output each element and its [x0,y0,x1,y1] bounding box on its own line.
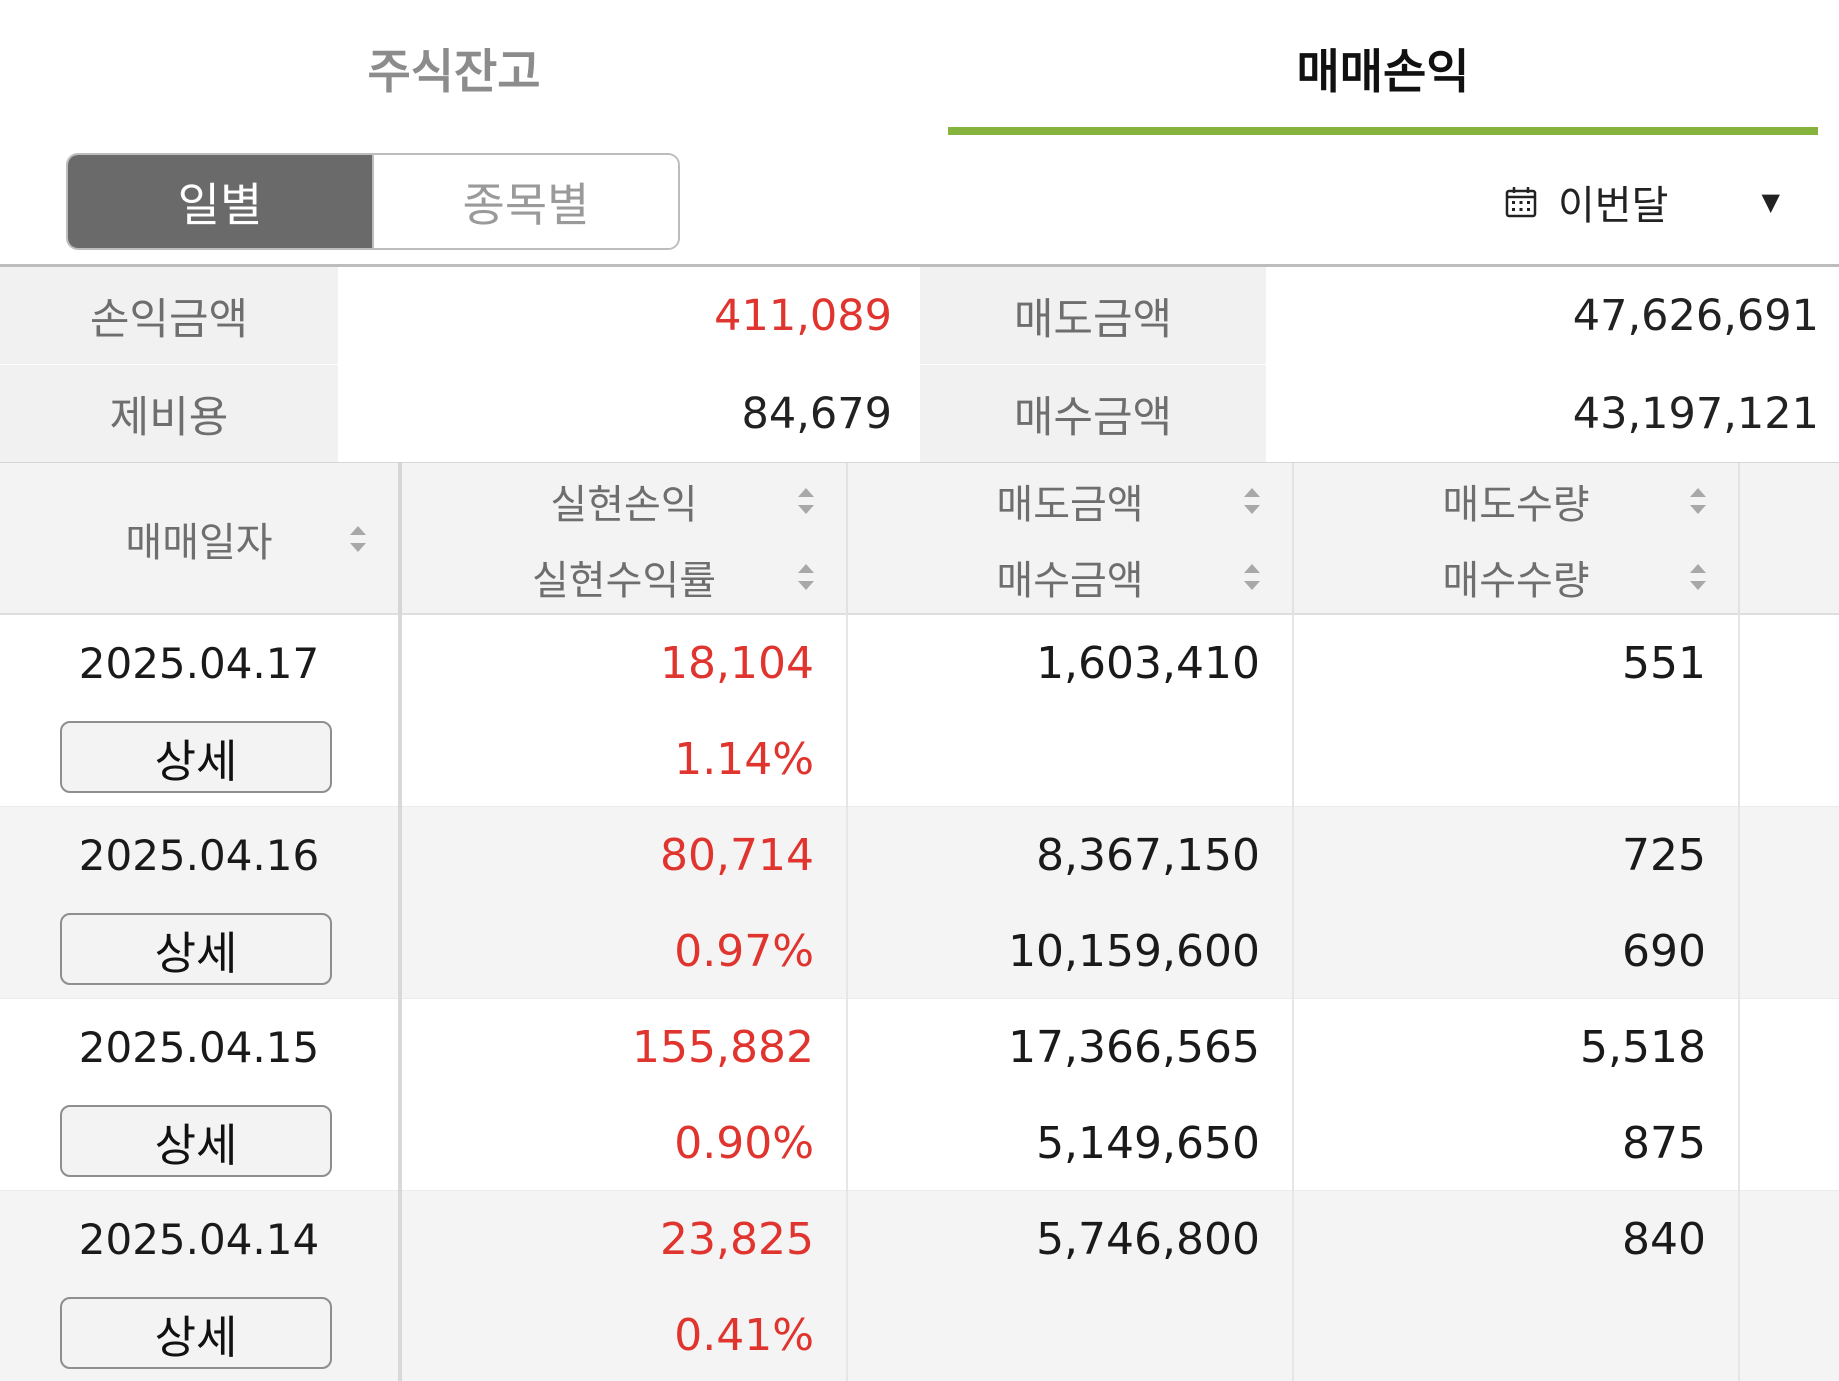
detail-button[interactable]: 상세 [60,721,332,793]
row-realized-pl: 155,882 [632,1021,814,1073]
toggle-by-stock-button[interactable]: 종목별 [372,155,678,248]
sort-icon[interactable] [1244,564,1260,590]
detail-button[interactable]: 상세 [60,1105,332,1177]
row-sell-qty: 725 [1622,829,1706,881]
tab-stock-balance[interactable]: 주식잔고 [367,45,541,100]
row-sell-amount: 17,366,565 [1008,1021,1260,1073]
sort-icon[interactable] [350,526,366,552]
detail-button[interactable]: 상세 [60,1297,332,1369]
detail-button[interactable]: 상세 [60,913,332,985]
row-realized-rate: 1.14% [674,733,814,785]
header-buy-qty[interactable]: 매수수량 [1294,539,1738,615]
row-sell-amount: 5,746,800 [1036,1213,1260,1265]
header-date[interactable]: 매매일자 [0,463,402,615]
row-realized-rate: 0.41% [674,1309,814,1361]
row-buy-amount: 5,149,650 [1036,1117,1260,1169]
row-buy-qty: 690 [1622,925,1706,977]
sort-icon[interactable] [1690,564,1706,590]
sort-icon[interactable] [1690,488,1706,514]
header-realized: 실현손익 실현수익률 [402,463,848,615]
row-buy-amount [848,711,1292,807]
row-date: 2025.04.14 [78,1214,320,1264]
sell-amount-value: 47,626,691 [1266,267,1839,364]
daily-pl-table: 매매일자 실현손익 실현수익률 매도금액 매수금액 매도수량 매수수량 2025… [0,463,1839,1381]
period-label: 이번달 [1558,183,1669,229]
chevron-down-icon: ▼ [1761,188,1780,216]
row-realized-pl: 23,825 [660,1213,814,1265]
profit-label: 손익금액 [0,267,338,364]
header-sell-amount[interactable]: 매도금액 [848,463,1292,539]
row-date: 2025.04.15 [78,1022,320,1072]
row-sell-qty: 5,518 [1580,1021,1706,1073]
sort-icon[interactable] [798,564,814,590]
table-row: 2025.04.15 상세 155,882 0.90% 17,366,565 5… [0,999,1839,1191]
header-overflow [1740,463,1839,615]
row-sell-amount: 8,367,150 [1036,829,1260,881]
row-realized-rate: 0.97% [674,925,814,977]
buy-amount-label: 매수금액 [920,365,1266,462]
row-sell-qty: 840 [1622,1213,1706,1265]
row-realized-rate: 0.90% [674,1117,814,1169]
table-row: 2025.04.14 상세 23,825 0.41% 5,746,800 840 [0,1191,1839,1381]
row-buy-qty: 875 [1622,1117,1706,1169]
row-realized-pl: 18,104 [660,637,814,689]
profit-value: 411,089 [338,267,920,364]
row-overflow-cell [1740,1191,1839,1381]
row-overflow-cell [1740,615,1839,807]
buy-amount-value: 43,197,121 [1266,365,1839,462]
calendar-icon [1505,187,1537,218]
view-toggle: 일별 종목별 [66,153,680,250]
header-date-label: 매매일자 [125,520,273,566]
header-realized-rate[interactable]: 실현수익률 [402,539,846,615]
header-buy-amount[interactable]: 매수금액 [848,539,1292,615]
active-tab-indicator [948,127,1818,135]
row-sell-amount: 1,603,410 [1036,637,1260,689]
row-buy-amount: 10,159,600 [1008,925,1260,977]
tab-trading-pl[interactable]: 매매손익 [1296,45,1470,100]
row-buy-qty [1294,1287,1738,1381]
fees-value: 84,679 [338,365,920,462]
header-amounts: 매도금액 매수금액 [848,463,1294,615]
sort-icon[interactable] [798,488,814,514]
table-header: 매매일자 실현손익 실현수익률 매도금액 매수금액 매도수량 매수수량 [0,463,1839,615]
table-row: 2025.04.17 상세 18,104 1.14% 1,603,410 551 [0,615,1839,807]
toggle-daily-button[interactable]: 일별 [68,155,372,248]
period-selector[interactable]: 이번달 ▼ [1500,162,1800,242]
row-overflow-cell [1740,999,1839,1191]
table-row: 2025.04.16 상세 80,714 0.97% 8,367,150 10,… [0,807,1839,999]
row-date: 2025.04.17 [78,638,320,688]
row-date: 2025.04.16 [78,830,320,880]
row-realized-pl: 80,714 [660,829,814,881]
sell-amount-label: 매도금액 [920,267,1266,364]
row-sell-qty: 551 [1622,637,1706,689]
row-buy-qty [1294,711,1738,807]
sort-icon[interactable] [1244,488,1260,514]
row-overflow-cell [1740,807,1839,999]
header-realized-pl[interactable]: 실현손익 [402,463,846,539]
fees-label: 제비용 [0,365,338,462]
header-sell-qty[interactable]: 매도수량 [1294,463,1738,539]
summary-table: 손익금액 411,089 매도금액 47,626,691 제비용 84,679 … [0,264,1839,463]
header-quantities: 매도수량 매수수량 [1294,463,1740,615]
row-buy-amount [848,1287,1292,1381]
